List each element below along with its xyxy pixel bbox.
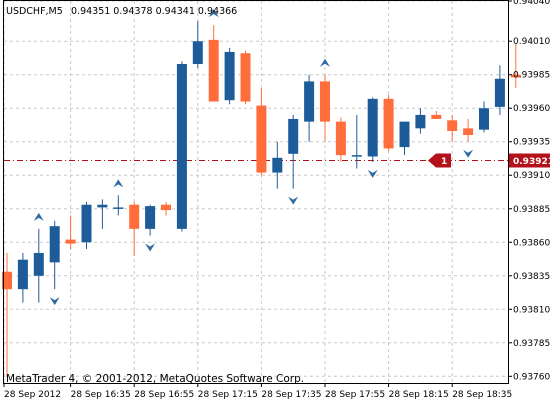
candle-body: [479, 108, 489, 130]
fractal-down-arrow: [49, 297, 60, 306]
candle-body: [272, 157, 283, 173]
candle-body: [415, 114, 426, 129]
fractal-down-arrow: [288, 196, 299, 205]
price-tick-label: 0.94010: [513, 37, 550, 47]
current-price-label: 0.93921: [513, 157, 550, 167]
candle-body: [510, 74, 521, 78]
candle-body: [447, 120, 458, 132]
candle-body: [240, 53, 251, 102]
time-tick-label: 28 Sep 2012: [4, 390, 61, 400]
time-tick-label: 28 Sep 16:55: [134, 390, 194, 400]
candle-body: [304, 81, 315, 122]
candle-body: [399, 121, 410, 148]
fractal-up-arrow: [113, 179, 124, 188]
candle-body: [176, 63, 187, 229]
current-price-badge: [509, 153, 550, 168]
candle-body: [192, 41, 203, 64]
candles-layer: [2, 21, 521, 377]
candle-body: [224, 51, 235, 101]
price-tick-label: 0.93860: [513, 238, 550, 248]
line-label-badge: [428, 153, 451, 168]
candle-body: [494, 78, 505, 107]
time-tick-label: 28 Sep 17:35: [261, 390, 321, 400]
price-tick-label: 0.93785: [513, 339, 550, 349]
fractal-down-arrow: [367, 169, 378, 178]
ohlc-readout: 0.94351 0.94378 0.94341 0.94366: [71, 6, 237, 17]
candle-body: [367, 98, 378, 157]
candle-body: [17, 259, 28, 290]
price-tick-label: 0.94040: [513, 0, 550, 7]
fractal-arrows-layer: [33, 9, 474, 306]
candle-body: [351, 155, 362, 157]
time-tick-label: 28 Sep 18:15: [389, 390, 449, 400]
time-tick-label: 28 Sep 18:35: [452, 390, 512, 400]
chart-header: USDCHF,M5 0.94351 0.94378 0.94341 0.9436…: [6, 6, 237, 17]
candle-body: [81, 204, 92, 243]
price-tick-label: 0.93985: [513, 71, 550, 81]
candle-body: [208, 39, 219, 102]
candle-body: [431, 114, 442, 119]
candle-body: [49, 226, 60, 263]
fractal-up-arrow: [208, 9, 219, 18]
horizontal-line-layer: 1: [4, 153, 508, 168]
candle-body: [335, 121, 346, 156]
candle-body: [383, 98, 394, 149]
price-tick-label: 0.93835: [513, 272, 550, 282]
candle-body: [463, 128, 474, 136]
price-axis: 0.93760 0.93785 0.93810 0.93835 0.93860 0.938…: [508, 0, 550, 382]
price-tick-label: 0.93760: [513, 372, 550, 382]
plot-frame: [3, 0, 509, 384]
time-axis: 28 Sep 2012 28 Sep 16:35 28 Sep 16:55 28 Se…: [3, 383, 512, 400]
price-tick-label: 0.93910: [513, 171, 550, 181]
candle-body: [97, 204, 108, 208]
time-tick-label: 28 Sep 17:55: [325, 390, 385, 400]
candle-body: [33, 252, 44, 276]
candle-body: [161, 204, 171, 211]
fractal-up-arrow: [320, 58, 330, 67]
candle-body: [320, 81, 330, 122]
candle-body: [65, 239, 76, 244]
price-tick-label: 0.93810: [513, 305, 550, 315]
candle-body: [2, 271, 12, 290]
copyright-text: MetaTrader 4, © 2001-2012, MetaQuotes So…: [6, 373, 304, 385]
time-tick-label: 28 Sep 16:35: [71, 390, 131, 400]
line-label-number: 1: [441, 157, 447, 167]
candle-body: [256, 105, 267, 173]
price-tick-label: 0.93960: [513, 104, 550, 114]
fractal-down-arrow: [145, 243, 156, 252]
chart-grid: [3, 0, 508, 383]
candle-body: [288, 118, 299, 154]
price-tick-label: 0.93935: [513, 138, 550, 148]
candle-body: [129, 204, 140, 229]
candle-body: [145, 206, 156, 229]
time-tick-label: 28 Sep 17:15: [198, 390, 258, 400]
candle-body: [113, 207, 124, 209]
fractal-down-arrow: [463, 149, 474, 158]
symbol-timeframe: USDCHF,M5: [6, 6, 63, 17]
fractal-up-arrow: [33, 212, 44, 221]
price-tick-label: 0.93885: [513, 205, 550, 215]
